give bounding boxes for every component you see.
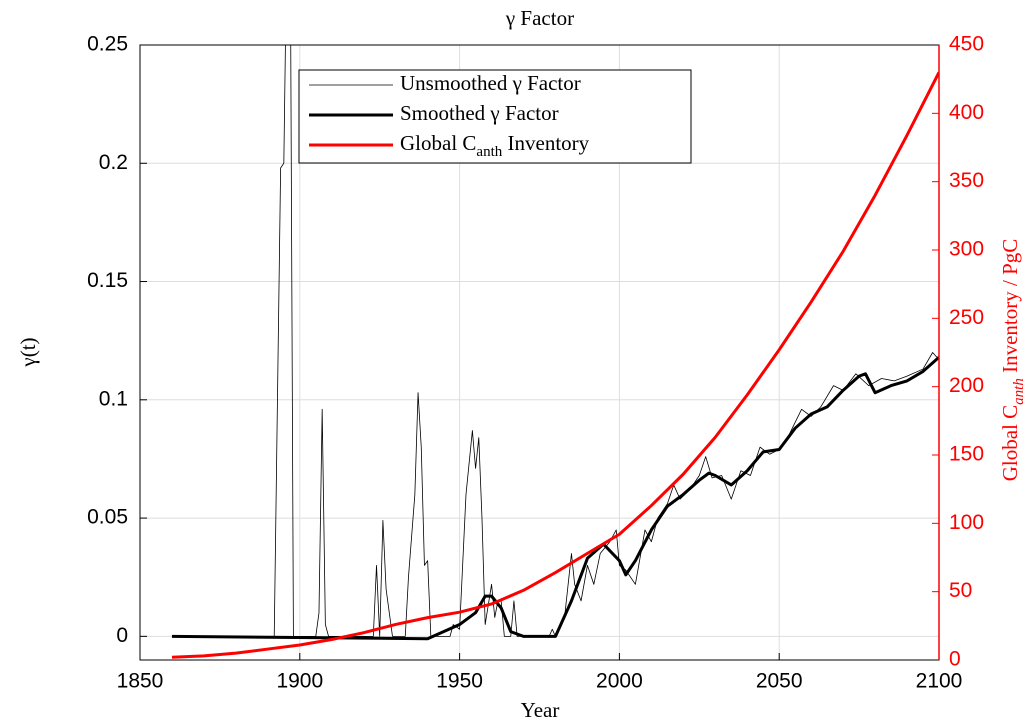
y2-tick-label: 200 bbox=[949, 374, 984, 397]
y-tick-label: 0 bbox=[116, 624, 128, 647]
x-tick-label: 2000 bbox=[596, 670, 643, 693]
x-tick-label: 1900 bbox=[276, 670, 323, 693]
legend-label-part: Global C bbox=[400, 131, 476, 155]
x-tick-label: 1850 bbox=[117, 670, 164, 693]
series-line bbox=[171, 45, 939, 637]
y-axis-label: γ(t) bbox=[16, 337, 40, 367]
y-tick-label: 0.1 bbox=[99, 387, 128, 410]
y2-tick-label: 100 bbox=[949, 511, 984, 534]
y2-axis-label: Global Canth Inventory / PgC bbox=[998, 239, 1028, 482]
y-tick-label: 0.05 bbox=[87, 506, 128, 529]
x-tick-label: 2100 bbox=[916, 670, 963, 693]
legend: Unsmoothed γ Factor Smoothed γ Factor Glob… bbox=[298, 69, 692, 164]
x-tick-label: 1950 bbox=[436, 670, 483, 693]
y2-tick-label: 400 bbox=[949, 101, 984, 124]
y2-tick-label: 350 bbox=[949, 169, 984, 192]
chart-title: γ Factor bbox=[505, 6, 574, 30]
legend-label-part: Unsmoothed γ Factor bbox=[400, 71, 581, 95]
y2-label-text-part: Inventory / PgC bbox=[998, 239, 1022, 378]
y2-tick-label: 250 bbox=[949, 306, 984, 329]
legend-label-part: Smoothed γ Factor bbox=[400, 101, 559, 125]
x-axis-label: Year bbox=[521, 698, 560, 722]
legend-label: Smoothed γ Factor bbox=[400, 101, 559, 125]
y2-label-text-part: anth bbox=[1011, 378, 1027, 405]
y2-tick-label: 50 bbox=[949, 579, 972, 602]
series-line bbox=[171, 71, 939, 659]
y2-tick-label: 450 bbox=[949, 33, 984, 56]
legend-label: Global Canth Inventory bbox=[400, 131, 590, 161]
y-tick-label: 0.2 bbox=[99, 151, 128, 174]
y-tick-label: 0.25 bbox=[87, 33, 128, 56]
legend-label-part: Inventory bbox=[502, 131, 589, 155]
y2-tick-label: 150 bbox=[949, 443, 984, 466]
series-line bbox=[171, 356, 939, 641]
y2-tick-label: 300 bbox=[949, 238, 984, 261]
legend-label: Unsmoothed γ Factor bbox=[400, 71, 581, 95]
y2-label-text-part: Global C bbox=[998, 405, 1022, 481]
legend-label-part: anth bbox=[476, 144, 502, 160]
y2-label-text: Global Canth Inventory / PgC bbox=[998, 239, 1028, 482]
y2-tick-label: 0 bbox=[949, 648, 961, 671]
x-tick-label: 2050 bbox=[756, 670, 803, 693]
y-tick-label: 0.15 bbox=[87, 269, 128, 292]
plot-area bbox=[171, 45, 939, 659]
